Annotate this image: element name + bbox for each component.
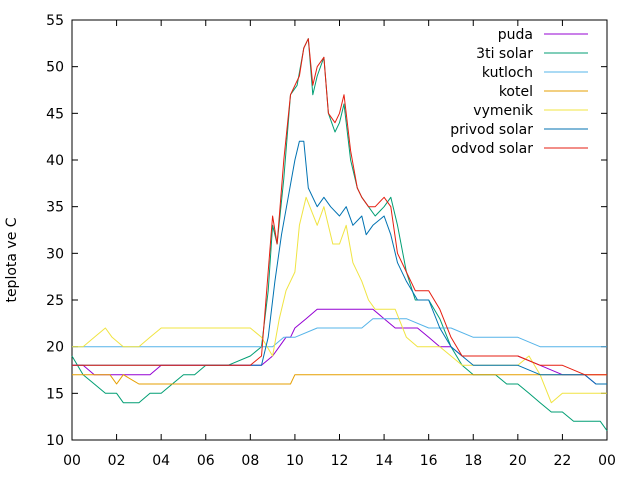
series-line-kutloch — [72, 318, 607, 348]
x-tick-label: 00 — [598, 453, 616, 469]
x-tick-label: 20 — [509, 453, 527, 469]
legend: puda 3ti solar kutloch kotel vymenik privod s… — [450, 27, 588, 157]
y-tick-label: 25 — [46, 293, 64, 309]
x-tick-label: 14 — [375, 453, 393, 469]
series-line-odvod-solar — [72, 38, 607, 376]
series-line-3ti-solar — [71, 38, 608, 431]
y-tick-label: 20 — [46, 340, 64, 356]
y-axis: 10 15 20 25 30 35 40 45 50 55 — [46, 13, 607, 449]
legend-label: kotel — [499, 84, 533, 100]
y-tick-label: 40 — [46, 153, 64, 169]
y-tick-label: 50 — [46, 60, 64, 76]
series-layer — [71, 38, 608, 431]
x-tick-label: 16 — [420, 453, 438, 469]
series-line-kotel — [72, 374, 607, 385]
y-axis-title: teplota ve C — [4, 217, 20, 302]
y-tick-label: 35 — [46, 200, 64, 216]
legend-label: privod solar — [450, 122, 533, 138]
legend-label: puda — [498, 27, 533, 43]
x-tick-label: 02 — [108, 453, 126, 469]
y-tick-label: 55 — [46, 13, 64, 29]
x-tick-label: 00 — [63, 453, 81, 469]
x-tick-label: 18 — [464, 453, 482, 469]
y-tick-label: 10 — [46, 433, 64, 449]
y-tick-label: 30 — [46, 246, 64, 262]
x-axis: 00 02 04 06 08 10 12 14 16 18 20 22 00 — [63, 20, 616, 469]
x-tick-label: 22 — [554, 453, 572, 469]
x-tick-label: 04 — [152, 453, 170, 469]
x-tick-label: 06 — [197, 453, 215, 469]
legend-label: kutloch — [482, 65, 533, 81]
legend-label: 3ti solar — [476, 46, 533, 62]
x-tick-label: 12 — [331, 453, 349, 469]
legend-label: vymenik — [473, 103, 534, 119]
legend-label: odvod solar — [451, 141, 533, 157]
x-tick-label: 08 — [241, 453, 259, 469]
y-tick-label: 15 — [46, 386, 64, 402]
y-tick-label: 45 — [46, 106, 64, 122]
x-tick-label: 10 — [286, 453, 304, 469]
